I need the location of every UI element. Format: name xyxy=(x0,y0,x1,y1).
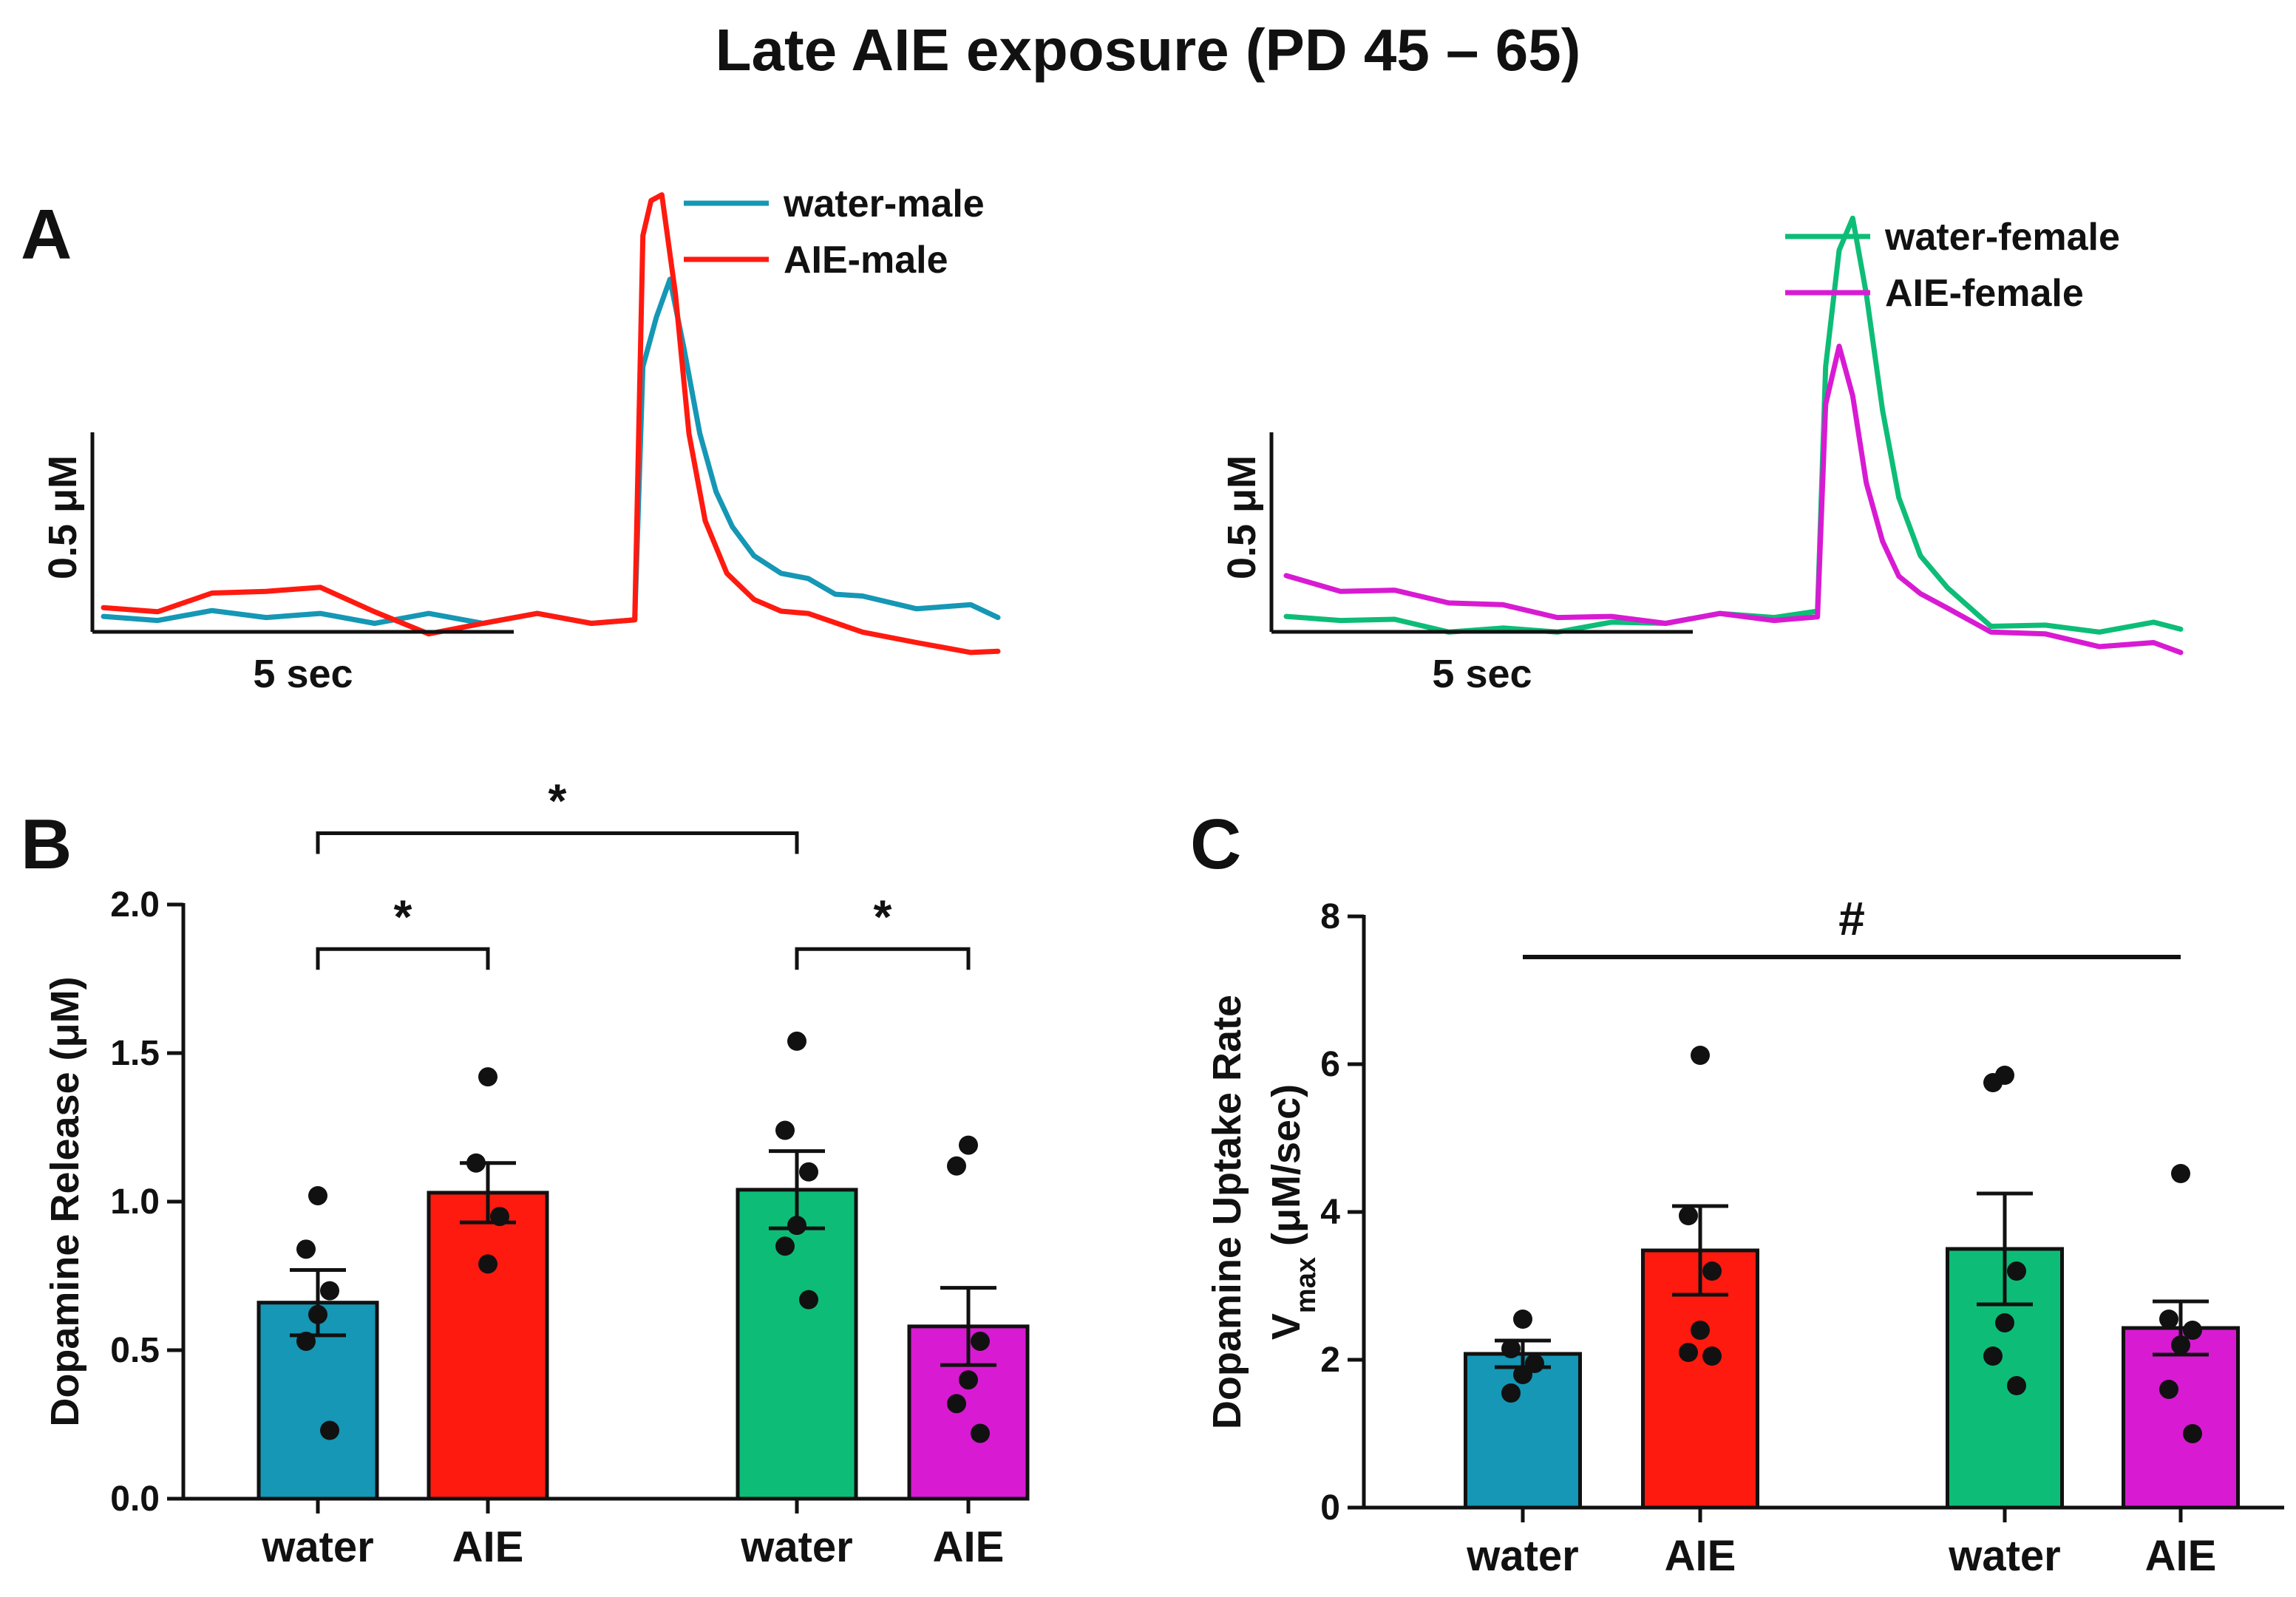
y-tick-label: 0.0 xyxy=(110,1479,160,1519)
scale-bar-y-label: 0.5 μM xyxy=(1220,455,1264,579)
panel-letter-a: A xyxy=(21,195,72,274)
panel-letter-c: C xyxy=(1190,805,1241,884)
data-point xyxy=(775,1236,795,1256)
data-point xyxy=(1679,1343,1698,1362)
data-point xyxy=(1702,1346,1722,1366)
data-point xyxy=(320,1281,339,1301)
significance-bracket xyxy=(795,947,971,970)
legend-label-AIE-female: AIE-female xyxy=(1885,272,2084,315)
x-category-label: water xyxy=(1948,1532,2061,1580)
data-point xyxy=(1513,1365,1532,1384)
x-category-label: AIE xyxy=(2145,1532,2217,1580)
y-tick-label: 0.5 xyxy=(110,1331,160,1370)
trace-water-female xyxy=(1283,215,2184,635)
scale-bar-x-label: 5 sec xyxy=(1432,652,1532,696)
y-tick-label: 1.5 xyxy=(110,1034,160,1073)
data-point xyxy=(799,1162,818,1182)
data-point xyxy=(947,1156,966,1176)
legend-label-water-male: water-male xyxy=(783,183,985,225)
data-point xyxy=(478,1254,497,1274)
data-point xyxy=(971,1331,990,1351)
data-point xyxy=(478,1067,497,1087)
data-point xyxy=(466,1153,486,1173)
data-point xyxy=(971,1423,990,1443)
panel-letter-b: B xyxy=(21,805,72,884)
data-point xyxy=(947,1394,966,1414)
y-axis-title-line2: Vmax (μM/sec) xyxy=(1264,1084,1322,1340)
x-category-label: AIE xyxy=(1665,1532,1736,1580)
data-point xyxy=(2159,1310,2178,1329)
data-point xyxy=(1691,1321,1710,1340)
bar-water xyxy=(736,1188,858,1501)
y-tick-label: 2 xyxy=(1320,1341,1340,1380)
data-point xyxy=(787,1216,806,1236)
legend-label-water-female: water-female xyxy=(1884,216,2120,259)
data-point xyxy=(2183,1321,2202,1340)
significance-bracket xyxy=(316,947,490,970)
figure-title: Late AIE exposure (PD 45 – 65) xyxy=(716,17,1581,83)
y-axis-title-line1: Dopamine Uptake Rate xyxy=(1205,995,1249,1429)
data-point xyxy=(1679,1206,1698,1225)
trace-water-male xyxy=(101,276,1001,626)
data-point xyxy=(296,1331,316,1351)
data-point xyxy=(1691,1046,1710,1065)
y-tick-label: 4 xyxy=(1320,1193,1340,1232)
data-point xyxy=(1983,1346,2003,1366)
x-category-label: AIE xyxy=(452,1523,524,1571)
data-point xyxy=(2183,1424,2202,1443)
significance-bracket xyxy=(316,831,799,854)
trace-AIE-female xyxy=(1283,344,2184,656)
legend-label-AIE-male: AIE-male xyxy=(784,239,948,282)
data-point xyxy=(1501,1339,1521,1358)
significance-marker: * xyxy=(394,890,412,943)
data-point xyxy=(1513,1310,1532,1329)
data-point xyxy=(1501,1383,1521,1403)
data-point xyxy=(799,1290,818,1310)
data-point xyxy=(296,1239,316,1259)
trace-AIE-male xyxy=(101,192,1001,656)
data-point xyxy=(1995,1313,2014,1332)
data-point xyxy=(320,1420,339,1440)
y-axis-title: Dopamine Release (μM) xyxy=(43,976,87,1426)
y-tick-label: 8 xyxy=(1320,897,1340,936)
scale-bar-x-label: 5 sec xyxy=(253,652,353,696)
y-tick-label: 6 xyxy=(1320,1045,1340,1084)
x-category-label: water xyxy=(1466,1532,1579,1580)
data-point xyxy=(959,1370,978,1390)
data-point xyxy=(2159,1380,2178,1399)
data-point xyxy=(2007,1261,2026,1281)
data-point xyxy=(787,1031,806,1051)
panel-c-dopamine-uptake-chart: 0 2 4 6 8 water AIE water AIE # Dopamine Uptake Ra… xyxy=(1205,892,2284,1580)
bar-AIE xyxy=(427,1191,549,1501)
y-tick-label: 2.0 xyxy=(110,885,160,925)
data-point xyxy=(490,1207,509,1227)
data-point xyxy=(2171,1164,2190,1183)
data-point xyxy=(2171,1335,2190,1355)
data-point xyxy=(2007,1376,2026,1395)
data-point xyxy=(308,1304,327,1324)
x-category-label: water xyxy=(740,1523,853,1571)
significance-marker: * xyxy=(548,774,567,828)
bar-AIE xyxy=(2122,1326,2240,1510)
panel-a-female-traces: 0.5 μM 5 sec water-female AIE-female xyxy=(1220,215,2184,696)
data-point xyxy=(959,1135,978,1155)
significance-marker: * xyxy=(874,890,892,943)
significance-marker: # xyxy=(1838,892,1865,945)
data-point xyxy=(308,1185,327,1205)
data-point xyxy=(1983,1073,2003,1092)
x-category-label: water xyxy=(261,1523,374,1571)
panel-b-dopamine-release-chart: 0.0 0.5 1.0 1.5 2.0 water AIE water AIE * * * Dopami… xyxy=(43,774,1030,1571)
y-tick-label: 1.0 xyxy=(110,1182,160,1222)
y-tick-label: 0 xyxy=(1320,1488,1340,1528)
data-point xyxy=(775,1120,795,1140)
data-point xyxy=(1702,1261,1722,1281)
x-category-label: AIE xyxy=(933,1523,1005,1571)
scale-bar-y-label: 0.5 μM xyxy=(41,455,85,579)
panel-a-male-traces: 0.5 μM 5 sec water-male AIE-male xyxy=(41,183,1001,696)
